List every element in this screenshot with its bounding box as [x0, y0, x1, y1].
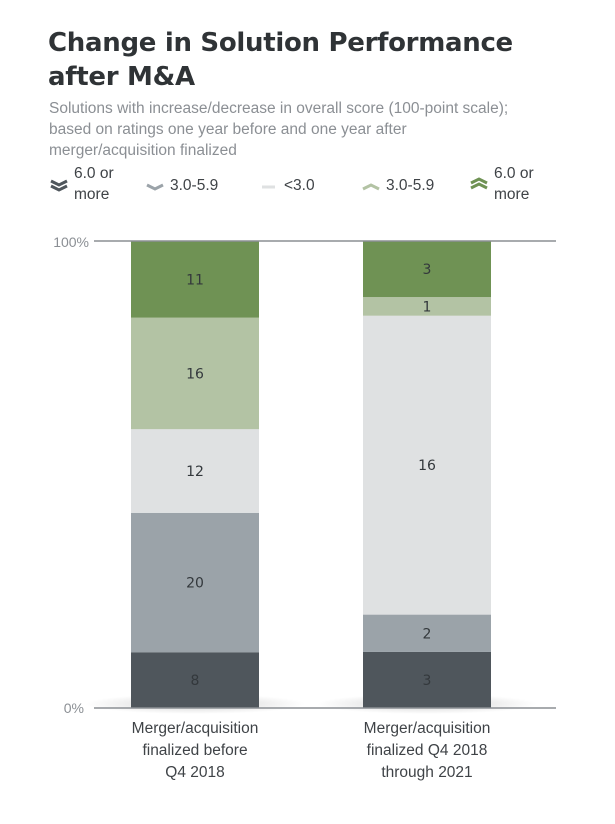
x-tick-label: Merger/acquisition: [132, 720, 259, 737]
x-tick-label: finalized before: [142, 742, 247, 759]
data-label: 16: [186, 366, 204, 382]
legend-label: 6.0 or more: [74, 165, 114, 203]
data-label: 1: [423, 299, 432, 315]
data-label: 3: [423, 262, 432, 278]
legend-item-under-3: <3.0: [258, 175, 315, 196]
x-tick-label: Q4 2018: [165, 764, 224, 781]
bar-segment: [363, 651, 491, 708]
data-label: 16: [418, 458, 436, 474]
bar-segment: [131, 317, 259, 430]
legend-item-decrease-3-to-5.9: 3.0-5.9: [144, 175, 218, 196]
y-tick-label: 100%: [53, 234, 89, 250]
legend-item-decrease-6-or-more: 6.0 or more: [48, 163, 114, 205]
x-tick-label: finalized Q4 2018: [367, 742, 488, 759]
legend-item-increase-3-to-5.9: 3.0-5.9: [360, 175, 434, 196]
bar-segment: [131, 652, 259, 708]
y-tick-label: 0%: [64, 700, 84, 716]
bar-segment: [363, 614, 491, 652]
legend-label: 3.0-5.9: [170, 177, 219, 194]
data-label: 2: [423, 626, 432, 642]
bar-segment: [131, 241, 259, 318]
chart-subtitle: Solutions with increase/decrease in over…: [49, 100, 509, 159]
legend-label: 6.0 or more: [494, 165, 534, 203]
bar-segment: [131, 429, 259, 513]
legend-label: 3.0-5.9: [386, 177, 435, 194]
data-label: 11: [186, 272, 204, 288]
chart-title: Change in Solution Performance after M&A: [48, 28, 513, 92]
bar-segment: [363, 241, 491, 298]
data-label: 20: [186, 576, 204, 592]
bar-segment: [363, 315, 491, 615]
bar-segment: [131, 512, 259, 653]
data-label: 3: [423, 673, 432, 689]
legend-label: <3.0: [284, 177, 315, 194]
double-chevron-up-icon: [470, 177, 488, 190]
bar-segment: [363, 297, 491, 316]
chevron-up-icon: [362, 182, 380, 190]
x-tick-label: Merger/acquisition: [364, 720, 491, 737]
chevron-down-icon: [146, 183, 164, 191]
x-tick-label: through 2021: [381, 764, 472, 781]
legend-item-increase-6-or-more: 6.0 or more: [468, 163, 534, 205]
double-chevron-down-icon: [50, 179, 68, 192]
dash-icon: [262, 185, 275, 188]
data-label: 12: [186, 464, 204, 480]
chart-legend: 6.0 or more 3.0-5.9 <3.0 3.0-5.9 6.0 or mo…: [48, 163, 588, 209]
data-label: 8: [191, 673, 200, 689]
